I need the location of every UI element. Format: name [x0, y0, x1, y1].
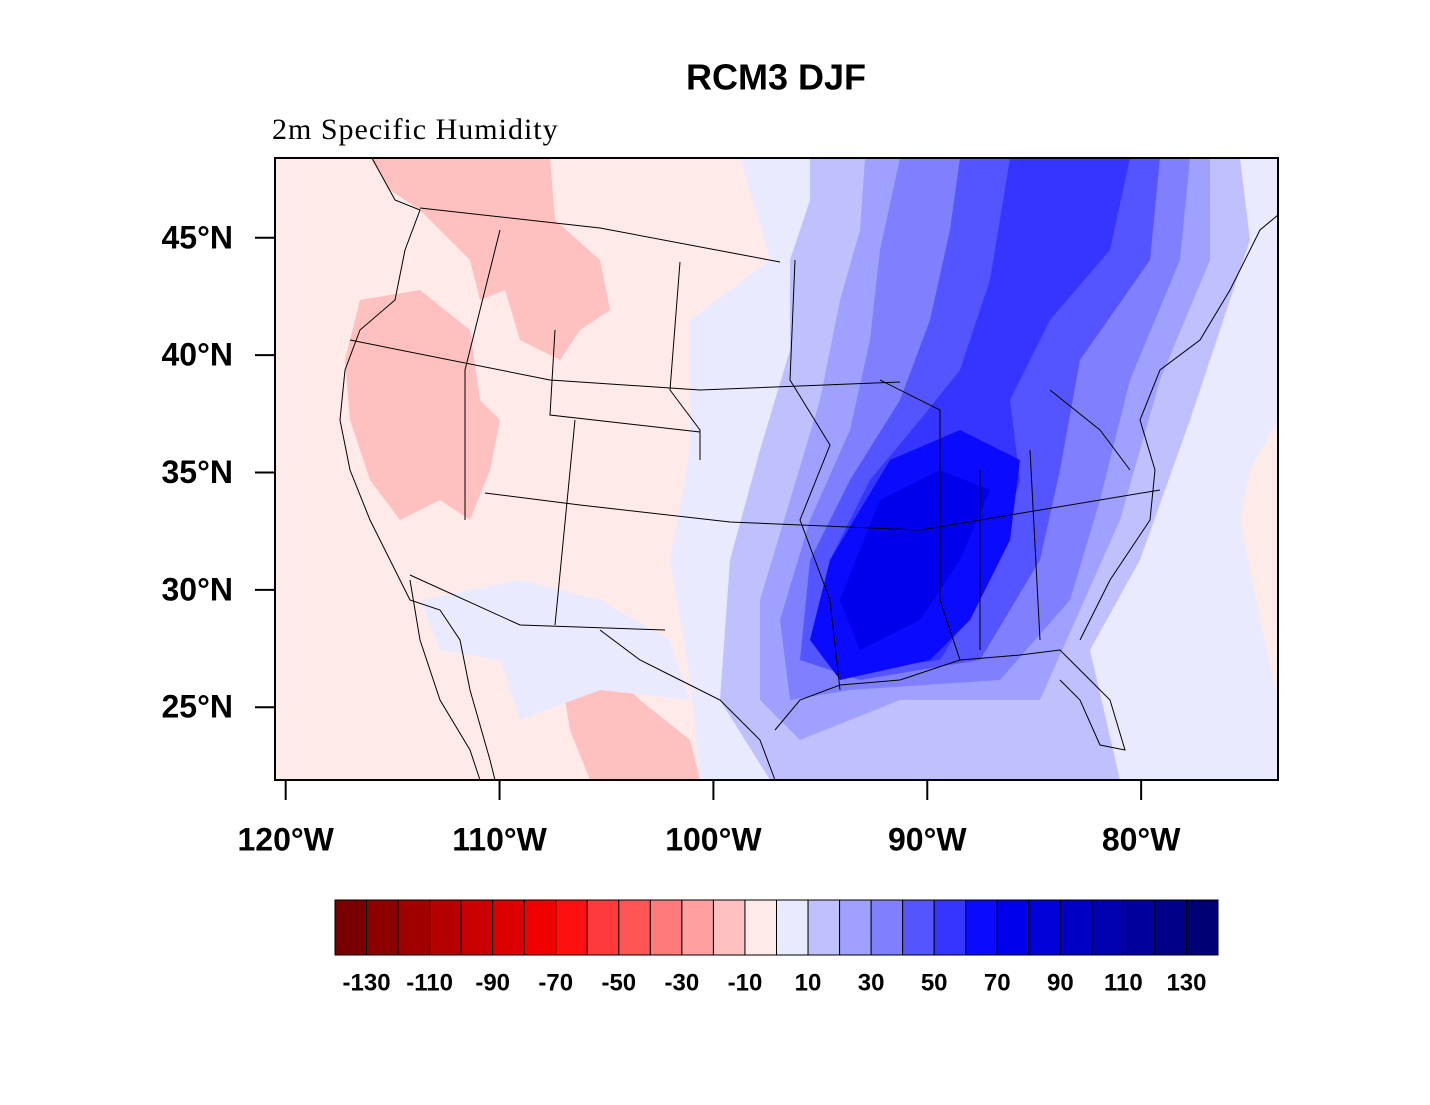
colorbar-label: -90 [475, 969, 510, 996]
colorbar-box [1091, 899, 1124, 956]
state-lines [349, 207, 1161, 691]
colorbar-label: -70 [538, 969, 573, 996]
colorbar-label: 70 [984, 969, 1011, 996]
colorbar-label: 30 [858, 969, 885, 996]
field-patch [345, 290, 500, 520]
subtitle: 2m Specific Humidity [272, 113, 559, 146]
boundaries [339, 157, 1279, 781]
colorbar-box [649, 899, 683, 956]
colorbar-box [334, 899, 368, 956]
lon-tick-label: 120°W [237, 821, 334, 857]
colorbar-box [586, 899, 620, 956]
lon-tick-label: 100°W [665, 821, 762, 857]
colorbar-label: -50 [601, 969, 636, 996]
colorbar-box [712, 899, 746, 956]
colorbar-box [681, 899, 714, 956]
colorbar-label: 10 [795, 969, 822, 996]
colorbar-box [807, 899, 841, 956]
colorbar-box [1059, 899, 1093, 956]
colorbar-label: 130 [1166, 969, 1206, 996]
lon-tick-label: 80°W [1102, 821, 1181, 857]
colorbar-box [366, 899, 399, 956]
coastline [339, 157, 496, 781]
lat-tick-label: 45°N [162, 219, 234, 255]
title: RCM3 DJF [686, 57, 866, 98]
colorbar-box [1185, 899, 1219, 956]
colorbar: -130 -110 -90 -70 -50 -30 -10 10 30 50 70 90 110 130 [334, 899, 1219, 996]
colorbar-box [1028, 899, 1061, 956]
colorbar-box [1122, 899, 1156, 956]
lon-tick-label: 110°W [452, 821, 547, 857]
colorbar-box [933, 899, 967, 956]
field-patch [1240, 420, 1278, 700]
colorbar-label: 90 [1047, 969, 1074, 996]
field-patch [840, 470, 990, 650]
colorbar-box [429, 899, 462, 956]
lat-tick-label: 30°N [162, 571, 234, 607]
colorbar-box [618, 899, 651, 956]
colorbar-label: 50 [921, 969, 948, 996]
colorbar-box [776, 899, 809, 956]
coastline [1079, 214, 1279, 641]
lon-tick-label: 90°W [888, 821, 967, 857]
axes: 45°N 40°N 35°N 30°N 25°N 120°W 110°W 100°W 90°W 8… [162, 219, 1182, 857]
colorbar-box [492, 899, 525, 956]
field-patch [370, 158, 610, 360]
contour-field [275, 158, 1278, 780]
coastline [774, 649, 1126, 751]
colorbar-box [870, 899, 904, 956]
colorbar-box [996, 899, 1030, 956]
colorbar-box [1154, 899, 1187, 956]
colorbar-box [965, 899, 998, 956]
colorbar-box [555, 899, 588, 956]
colorbar-box [744, 899, 778, 956]
lat-tick-label: 40°N [162, 337, 234, 373]
lat-tick-label: 25°N [162, 689, 234, 725]
field-patch [420, 580, 690, 720]
colorbar-label: -30 [665, 969, 700, 996]
colorbar-label: 110 [1104, 969, 1143, 996]
colorbar-box [839, 899, 872, 956]
lat-tick-label: 35°N [162, 454, 234, 490]
colorbar-box [523, 899, 557, 956]
colorbar-label: -10 [728, 969, 763, 996]
colorbar-box [460, 899, 494, 956]
colorbar-label: -110 [406, 969, 453, 996]
coastline [409, 579, 481, 781]
map-frame [274, 157, 1279, 781]
colorbar-box [397, 899, 431, 956]
colorbar-box [902, 899, 935, 956]
coastline [599, 629, 776, 781]
colorbar-label: -130 [343, 969, 391, 996]
